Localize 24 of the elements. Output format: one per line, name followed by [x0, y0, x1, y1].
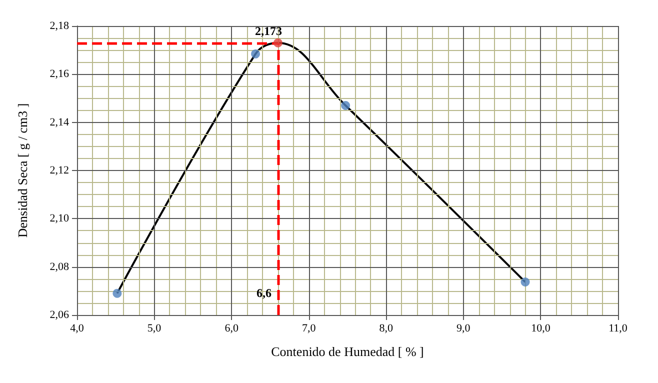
y-tick-label: 2,18	[50, 20, 70, 32]
x-axis-title: Contenido de Humedad [ % ]	[271, 344, 424, 359]
y-tick-label: 2,16	[50, 68, 70, 80]
y-tick-label: 2,12	[50, 164, 69, 176]
y-tick-label: 2,08	[50, 260, 70, 273]
point	[251, 49, 260, 58]
point	[273, 38, 282, 48]
ref-line-label: 6,6	[256, 286, 272, 300]
point	[341, 100, 350, 110]
y-axis-title: Densidad Seca [ g / cm3 ]	[15, 103, 30, 238]
x-tick-label: 8,0	[379, 322, 394, 334]
y-tick-label: 2,14	[50, 116, 70, 128]
x-tick-label: 10,0	[531, 322, 551, 334]
x-tick-label: 7,0	[302, 322, 316, 334]
ref-line-label: 2,173	[254, 24, 282, 38]
x-tick-label: 5,0	[147, 322, 162, 334]
point	[520, 278, 530, 287]
y-tick-label: 2,06	[50, 309, 70, 321]
x-tick-label: 9,0	[456, 322, 471, 334]
y-tick-label: 2,10	[50, 212, 70, 225]
x-tick-label: 4,0	[70, 322, 84, 334]
point	[112, 288, 122, 298]
x-tick-label: 11,0	[608, 322, 628, 334]
x-tick-label: 6,0	[224, 322, 239, 334]
